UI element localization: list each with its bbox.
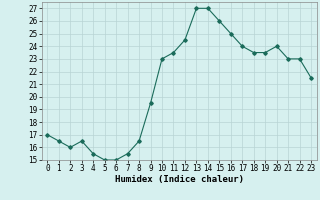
X-axis label: Humidex (Indice chaleur): Humidex (Indice chaleur) — [115, 175, 244, 184]
